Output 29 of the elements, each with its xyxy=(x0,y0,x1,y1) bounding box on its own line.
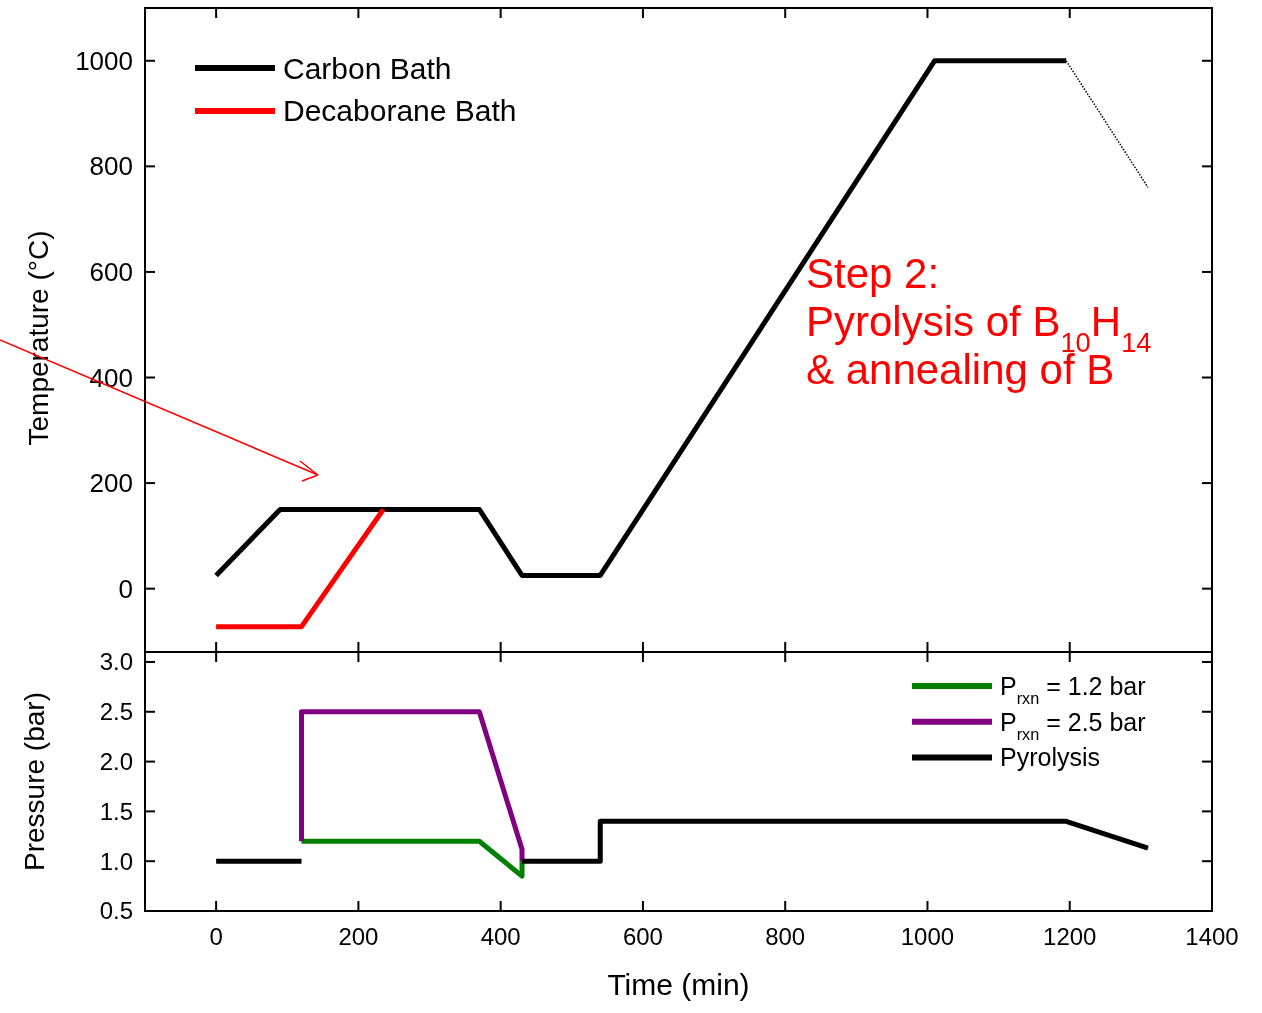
x-tick-label: 1400 xyxy=(1185,923,1239,951)
y-axis-title: Pressure (bar) xyxy=(19,692,50,871)
y-tick-label: 600 xyxy=(89,257,133,288)
legend-label: Carbon Bath xyxy=(283,51,452,85)
y-tick-label: 3.0 xyxy=(99,648,133,676)
x-tick-label: 600 xyxy=(622,923,663,951)
annotation: Step 2: Pyrolysis of B$_{10}$H$_{14}$ & annealing of B xyxy=(806,250,1152,393)
y-tick-label: 0 xyxy=(118,573,133,604)
y-tick-label: 2.5 xyxy=(99,698,133,726)
y-tick-label: 2.0 xyxy=(99,747,133,775)
x-tick-label: 800 xyxy=(765,923,806,951)
y-tick-label: 800 xyxy=(89,151,133,182)
y-tick-label: 0.5 xyxy=(99,897,133,925)
y-tick-label: 400 xyxy=(89,362,133,393)
y-tick-label: 1.0 xyxy=(99,847,133,875)
legend-label: Decaborane Bath xyxy=(283,94,517,128)
x-tick-label: 400 xyxy=(480,923,521,951)
y-tick-label: 200 xyxy=(89,468,133,499)
x-tick-label: 0 xyxy=(209,923,223,951)
legend-label: Pyrolysis xyxy=(1000,743,1101,772)
y-tick-label: 1.5 xyxy=(99,797,133,825)
y-tick-label: 1000 xyxy=(75,45,133,76)
x-tick-label: 1200 xyxy=(1043,923,1097,951)
legend-label: P$_{rxn}$ = 1.2 bar xyxy=(1000,671,1146,707)
x-axis-title: Time (min) xyxy=(607,968,750,1001)
legend-label: P$_{rxn}$ = 2.5 bar xyxy=(1000,707,1146,743)
x-tick-label: 200 xyxy=(338,923,379,951)
x-tick-label: 1000 xyxy=(900,923,955,951)
y-axis-title: Temperature (°C) xyxy=(23,230,54,446)
